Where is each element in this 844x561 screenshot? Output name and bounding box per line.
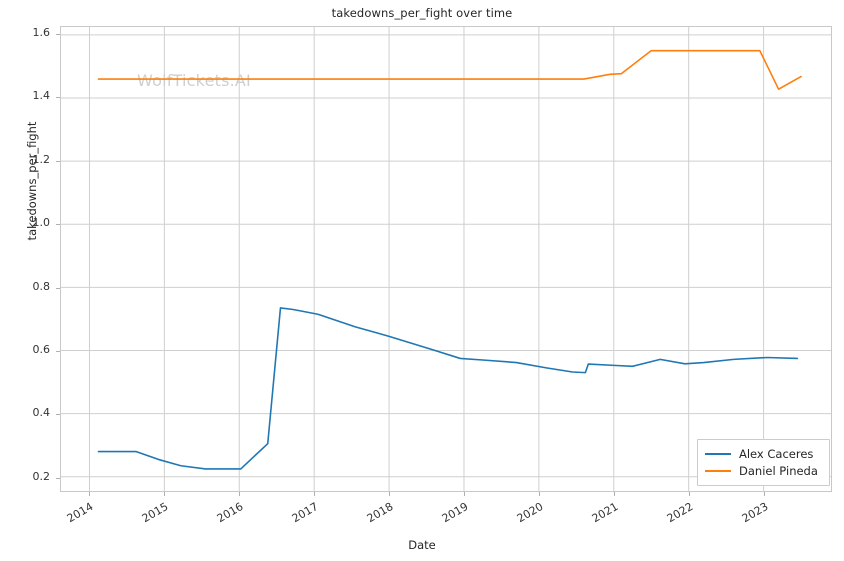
x-tick-label: 2016 bbox=[214, 500, 246, 526]
legend-label-series-2: Daniel Pineda bbox=[739, 463, 818, 478]
x-tick-label: 2023 bbox=[740, 500, 771, 526]
x-tick-label: 2019 bbox=[439, 500, 471, 526]
y-tick-mark bbox=[56, 224, 60, 226]
x-tick-mark bbox=[464, 492, 466, 496]
x-tick-mark bbox=[163, 492, 165, 496]
y-tick-mark bbox=[56, 33, 60, 35]
x-tick-mark bbox=[88, 492, 90, 496]
x-tick-label: 2014 bbox=[64, 500, 96, 526]
x-tick-mark bbox=[539, 492, 541, 496]
x-tick-mark bbox=[614, 492, 616, 496]
y-tick-mark bbox=[56, 97, 60, 99]
data-series-lines bbox=[97, 49, 802, 470]
x-tick-label: 2020 bbox=[514, 500, 546, 526]
x-tick-label: 2022 bbox=[665, 500, 696, 526]
x-tick-label: 2021 bbox=[589, 500, 621, 526]
legend-item-series-2[interactable]: Daniel Pineda bbox=[705, 462, 822, 479]
x-tick-label: 2015 bbox=[139, 500, 171, 526]
series-line-1 bbox=[97, 307, 799, 470]
chart-legend[interactable]: Alex Caceres Daniel Pineda bbox=[697, 439, 830, 486]
x-tick-label: 2017 bbox=[289, 500, 321, 526]
plot-area: WolfTickets.AI bbox=[60, 26, 832, 492]
x-tick-label: 2018 bbox=[364, 500, 396, 526]
legend-item-series-1[interactable]: Alex Caceres bbox=[705, 445, 822, 462]
x-tick-mark bbox=[313, 492, 315, 496]
y-tick-label: 0.8 bbox=[32, 279, 51, 293]
y-tick-mark bbox=[56, 477, 60, 479]
y-tick-mark bbox=[56, 414, 60, 416]
y-tick-label: 0.6 bbox=[32, 342, 51, 356]
y-tick-mark bbox=[56, 160, 60, 162]
legend-swatch-series-2 bbox=[705, 469, 731, 472]
y-tick-label: 1.6 bbox=[32, 25, 51, 39]
x-tick-mark bbox=[238, 492, 240, 496]
y-tick-mark bbox=[56, 287, 60, 289]
x-tick-mark bbox=[689, 492, 691, 496]
y-tick-label: 0.4 bbox=[32, 406, 51, 420]
x-axis-label: Date bbox=[408, 538, 436, 552]
y-tick-mark bbox=[56, 350, 60, 352]
watermark-text: WolfTickets.AI bbox=[137, 71, 251, 90]
y-tick-label: 1.0 bbox=[32, 216, 51, 230]
y-tick-label: 1.2 bbox=[32, 152, 51, 166]
series-line-2 bbox=[97, 49, 802, 90]
legend-label-series-1: Alex Caceres bbox=[739, 446, 814, 461]
chart-title: takedowns_per_fight over time bbox=[331, 6, 513, 20]
x-tick-mark bbox=[388, 492, 390, 496]
grid-lines bbox=[61, 27, 831, 491]
y-tick-label: 0.2 bbox=[32, 469, 51, 483]
legend-swatch-series-1 bbox=[705, 452, 731, 455]
x-tick-mark bbox=[764, 492, 766, 496]
y-tick-label: 1.4 bbox=[32, 89, 51, 103]
